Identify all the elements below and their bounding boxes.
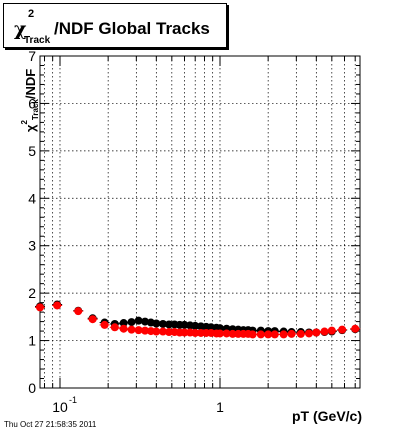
data-point-red: [191, 328, 200, 337]
chart-axes: [39, 55, 361, 389]
data-point-red: [119, 324, 128, 333]
data-point-red: [158, 327, 167, 336]
data-point-red: [287, 329, 296, 338]
data-point-red: [264, 330, 273, 339]
data-point-red: [248, 330, 257, 339]
data-point-red: [127, 325, 136, 334]
data-point-red: [134, 326, 143, 335]
data-point-red: [215, 329, 224, 338]
data-point-red: [141, 326, 150, 335]
data-point-red: [338, 325, 347, 334]
data-point-red: [180, 328, 189, 337]
y-tick-label: 6: [28, 95, 36, 111]
ylabel-superscript: 2: [20, 120, 29, 125]
title-chi: χ: [14, 18, 27, 40]
x-tick-label: 1: [216, 399, 224, 415]
x-axis-label: pT (GeV/c): [291, 408, 362, 424]
data-point-red: [256, 330, 265, 339]
data-point-red: [296, 329, 305, 338]
chart-grid: [40, 55, 360, 389]
data-point-red: [36, 303, 44, 312]
data-point-red: [279, 330, 288, 339]
ylabel-text: /NDF: [23, 68, 38, 100]
data-point-black: [152, 319, 161, 328]
data-point-red: [100, 320, 109, 329]
data-point-red: [304, 329, 313, 338]
chart-marks: [35, 300, 361, 339]
data-point-black: [158, 319, 167, 328]
chart-title-box: χ 2 Track /NDF Global Tracks: [3, 3, 227, 48]
data-point-black: [134, 316, 143, 325]
data-point-red: [53, 301, 62, 310]
y-axis-label: χ2Track/NDF: [20, 69, 40, 132]
x-tick-label-exponent: -1: [69, 395, 77, 405]
data-point-red: [320, 327, 329, 336]
y-tick-label: 1: [28, 333, 36, 349]
data-point-red: [74, 307, 83, 316]
data-point-red: [222, 329, 231, 338]
y-tick-label: 7: [28, 48, 36, 64]
data-point-red: [164, 328, 173, 337]
data-point-red: [110, 323, 119, 332]
ylabel-subscript: Track: [31, 99, 40, 121]
title-subscript: Track: [24, 35, 51, 46]
plot-frame: [39, 55, 361, 389]
data-point-red: [88, 315, 97, 324]
data-point-black: [141, 317, 150, 326]
data-point-red: [327, 326, 336, 335]
data-point-black: [191, 321, 200, 330]
data-point-black: [164, 320, 173, 329]
data-point-black: [119, 319, 128, 328]
data-point-black: [127, 318, 136, 327]
data-point-red: [152, 327, 161, 336]
y-tick-label: 3: [28, 238, 36, 254]
y-tick-label: 5: [28, 143, 36, 159]
x-tick-label: 10: [52, 399, 68, 415]
chart-tick-labels: 0 1 2 3 4 5 6 7 10 -1 1: [28, 48, 224, 415]
ylabel-chi: χ: [23, 124, 38, 132]
timestamp: Thu Oct 27 21:58:35 2011: [4, 420, 97, 429]
y-tick-label: 0: [28, 380, 36, 396]
title-superscript: 2: [28, 8, 35, 20]
data-point-red: [351, 324, 360, 333]
y-tick-label: 2: [28, 285, 36, 301]
data-point-red: [270, 330, 279, 339]
chart-title: /NDF Global Tracks: [54, 19, 210, 38]
data-point-red: [228, 329, 237, 338]
y-tick-label: 4: [28, 190, 36, 206]
data-point-red: [312, 328, 321, 337]
